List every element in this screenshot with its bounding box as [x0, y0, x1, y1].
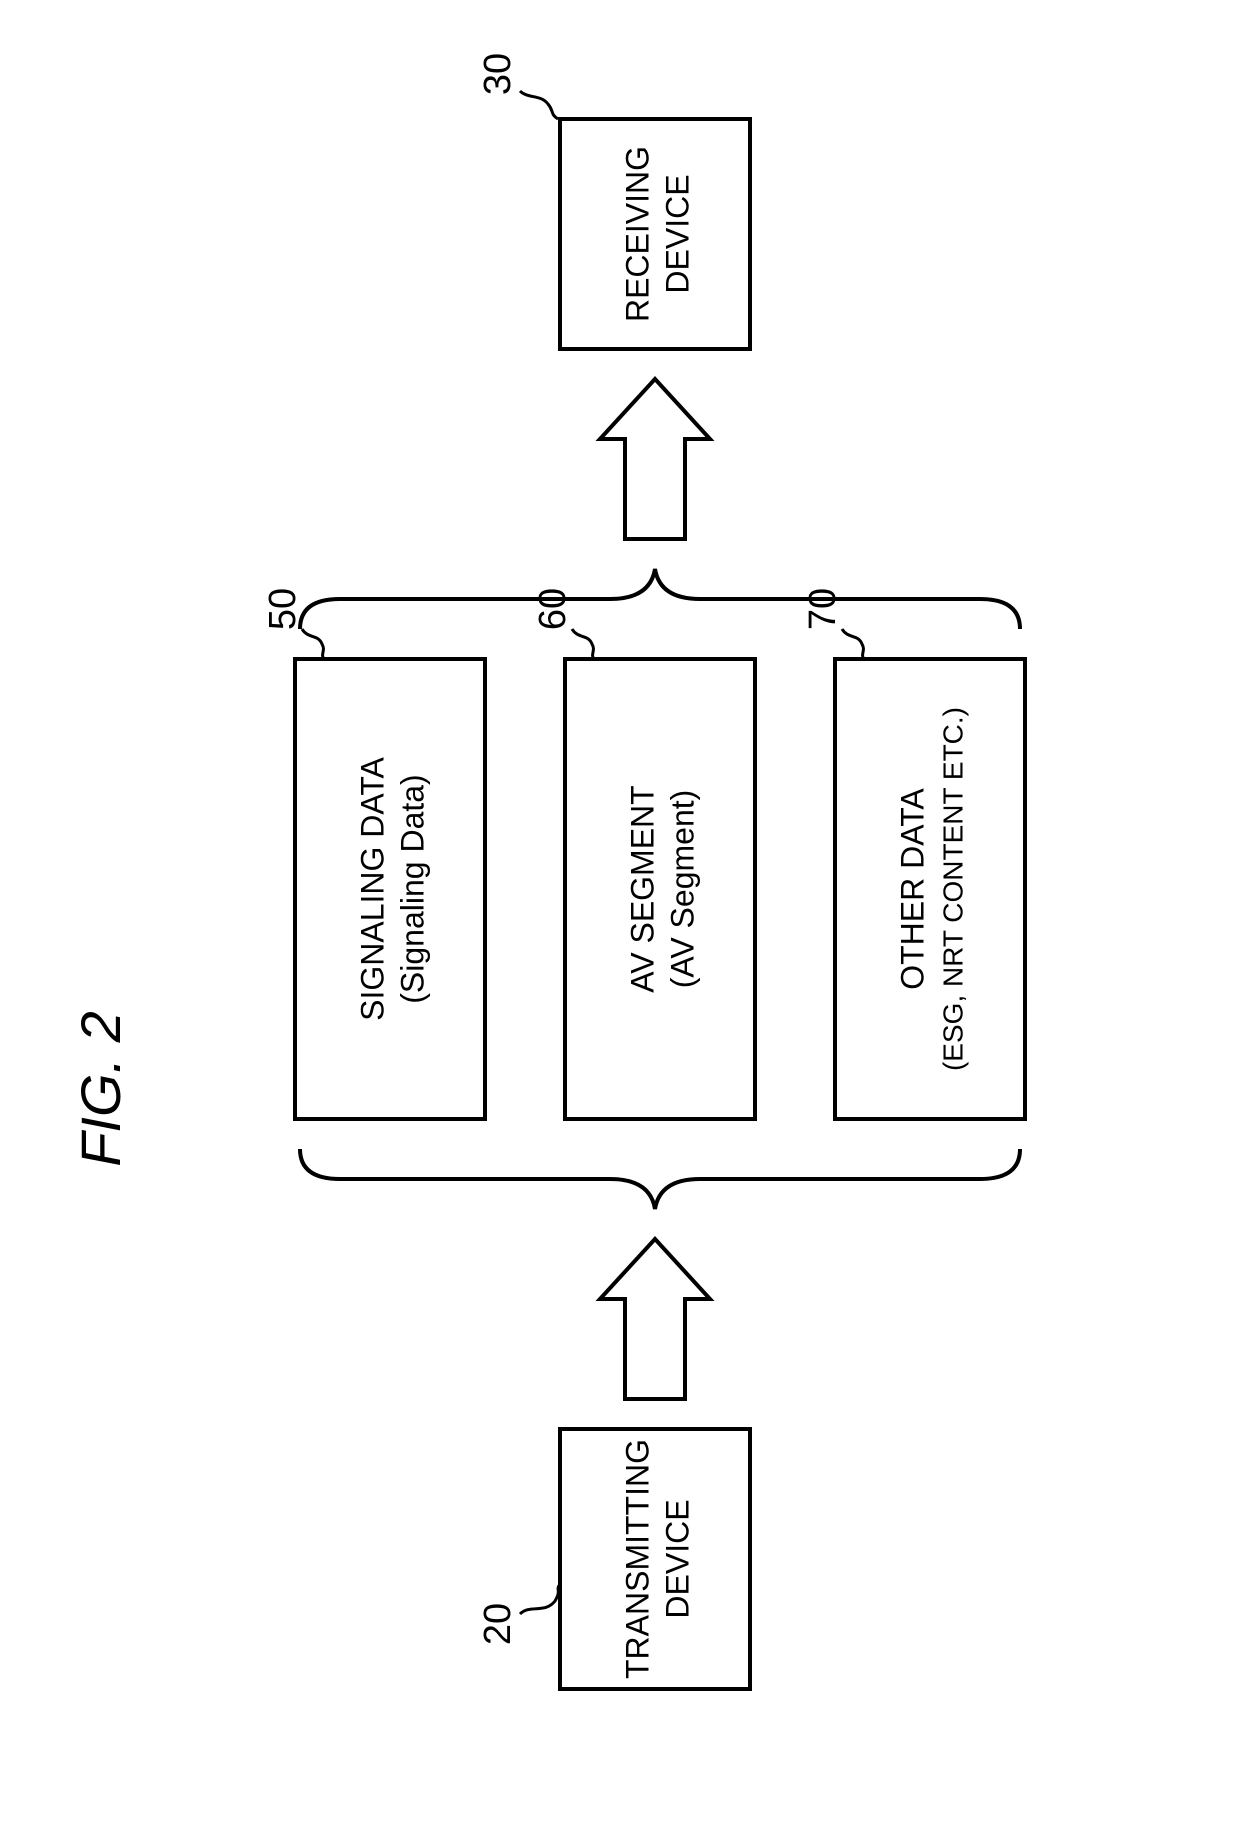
other-ref: 70: [802, 588, 844, 630]
transmitting-label-2: DEVICE: [659, 1499, 695, 1618]
other-label-1: OTHER DATA: [894, 788, 930, 990]
receiving-label-1: RECEIVING: [619, 146, 655, 322]
right-brace: [300, 569, 1020, 629]
other-data-block: OTHER DATA (ESG, NRT CONTENT ETC.) 70: [802, 588, 1025, 1119]
receiving-ref-leader: [520, 91, 558, 119]
signaling-label-1: SIGNALING DATA: [354, 756, 390, 1020]
av-label-1: AV SEGMENT: [624, 785, 660, 992]
receiving-label-2: DEVICE: [659, 174, 695, 293]
receiving-ref: 30: [477, 53, 519, 95]
arrow-data-to-rx: [600, 379, 710, 539]
signaling-ref-leader: [302, 629, 324, 659]
figure-title: FIG. 2: [69, 1011, 132, 1167]
receiving-device-block: RECEIVING DEVICE 30: [477, 53, 750, 349]
transmitting-ref-leader: [520, 1584, 560, 1614]
figure-canvas: FIG. 2 TRANSMITTING DEVICE 20 SIGNALING …: [0, 0, 1240, 1839]
other-ref-leader: [842, 629, 864, 659]
av-segment-block: AV SEGMENT (AV Segment) 60: [532, 588, 755, 1119]
transmitting-label-1: TRANSMITTING: [619, 1439, 655, 1679]
left-brace: [300, 1149, 1020, 1209]
other-label-2: (ESG, NRT CONTENT ETC.): [937, 707, 968, 1071]
signaling-label-2: (Signaling Data): [394, 774, 430, 1003]
av-label-2: (AV Segment): [664, 790, 700, 989]
av-ref: 60: [532, 588, 574, 630]
transmitting-ref: 20: [477, 1603, 519, 1645]
transmitting-device-block: TRANSMITTING DEVICE 20: [477, 1429, 750, 1689]
signaling-data-block: SIGNALING DATA (Signaling Data) 50: [262, 588, 485, 1119]
arrow-tx-to-data: [600, 1239, 710, 1399]
signaling-ref: 50: [262, 588, 304, 630]
av-ref-leader: [572, 629, 594, 659]
